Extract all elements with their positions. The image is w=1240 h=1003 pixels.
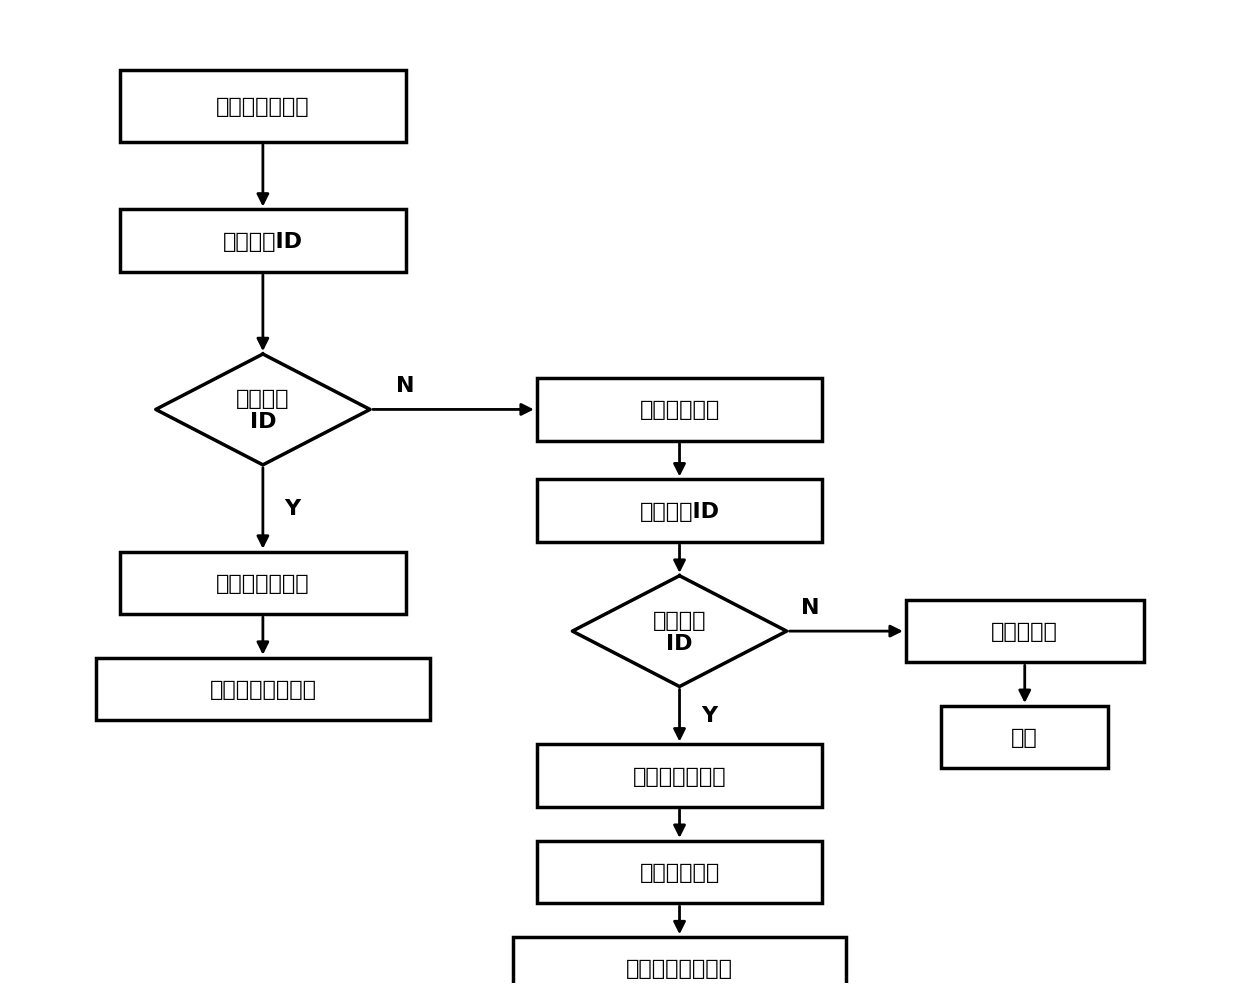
Text: 读取电池ID: 读取电池ID [640,502,719,522]
Bar [537,479,822,543]
Text: 电池认证及授权: 电池认证及授权 [216,574,310,594]
Bar [120,70,405,142]
Bar [513,937,846,1000]
Bar [537,841,822,904]
Bar [120,211,405,273]
Text: 读到电池
ID: 读到电池 ID [652,610,707,653]
Text: 读取电池ID: 读取电池ID [223,232,303,252]
Text: 返回: 返回 [1012,727,1038,747]
Text: 标记无电池: 标记无电池 [991,622,1058,642]
Bar [120,552,405,615]
Text: N: N [801,598,820,618]
Text: 电池认证及授权: 电池认证及授权 [632,766,727,786]
Text: N: N [397,376,415,396]
Polygon shape [573,576,786,687]
Bar [941,706,1109,768]
Text: 进行电池修复: 进行电池修复 [640,863,719,883]
Text: 进入正常充电管理: 进入正常充电管理 [626,959,733,979]
Bar [905,600,1143,663]
Text: 开启充电开关: 开启充电开关 [640,400,719,420]
Text: Y: Y [284,498,301,519]
Bar [537,744,822,807]
Text: 可能有电池接入: 可能有电池接入 [216,96,310,116]
Text: 进入正常充电管理: 进入正常充电管理 [210,679,316,699]
Bar [537,379,822,441]
Text: Y: Y [701,706,718,726]
Bar [97,658,429,720]
Text: 读到电池
ID: 读到电池 ID [236,388,290,431]
Polygon shape [156,355,370,465]
